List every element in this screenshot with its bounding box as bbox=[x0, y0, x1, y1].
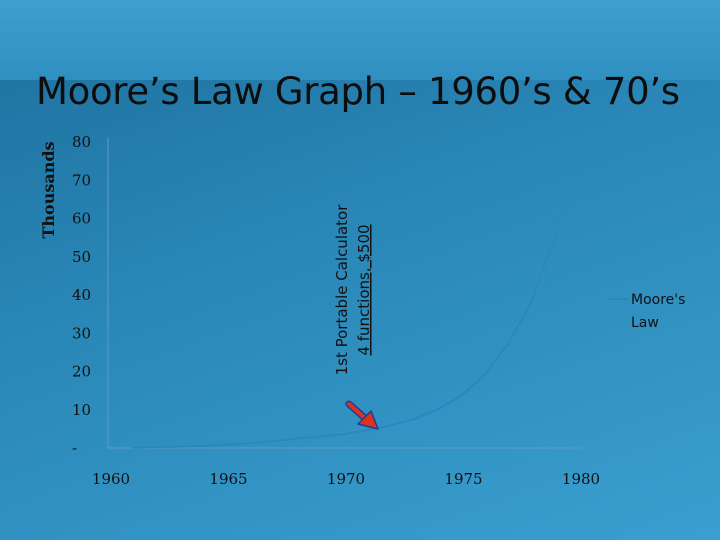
annotation-line-2: 4 functions, $500 bbox=[355, 224, 373, 355]
y-tick-label: 50 bbox=[72, 248, 91, 266]
x-tick-label: 1980 bbox=[562, 470, 600, 488]
legend-label-line-2: Law bbox=[631, 315, 659, 331]
y-axis-title: Thousands bbox=[39, 141, 58, 238]
annotation-arrow bbox=[345, 400, 379, 430]
y-tick-label: 30 bbox=[72, 324, 91, 342]
y-tick-label: 20 bbox=[72, 363, 91, 381]
legend-label-line-1: Moore's bbox=[631, 292, 685, 308]
y-tick-label: 10 bbox=[72, 401, 91, 419]
y-tick-label: 60 bbox=[72, 210, 91, 228]
y-tick-label: 40 bbox=[72, 286, 91, 304]
annotation-line-1: 1st Portable Calculator bbox=[333, 204, 351, 376]
series-line-moores-law bbox=[131, 157, 579, 449]
x-tick-label: 1960 bbox=[92, 470, 130, 488]
x-tick-label: 1965 bbox=[209, 470, 247, 488]
x-tick-label: 1970 bbox=[327, 470, 365, 488]
slide-title: Moore’s Law Graph – 1960’s & 70’s bbox=[36, 70, 680, 113]
y-tick-label: - bbox=[72, 439, 77, 457]
x-tick-label: 1975 bbox=[444, 470, 482, 488]
y-tick-label: 70 bbox=[72, 171, 91, 189]
y-tick-label: 80 bbox=[72, 133, 91, 151]
title-band bbox=[0, 0, 720, 80]
